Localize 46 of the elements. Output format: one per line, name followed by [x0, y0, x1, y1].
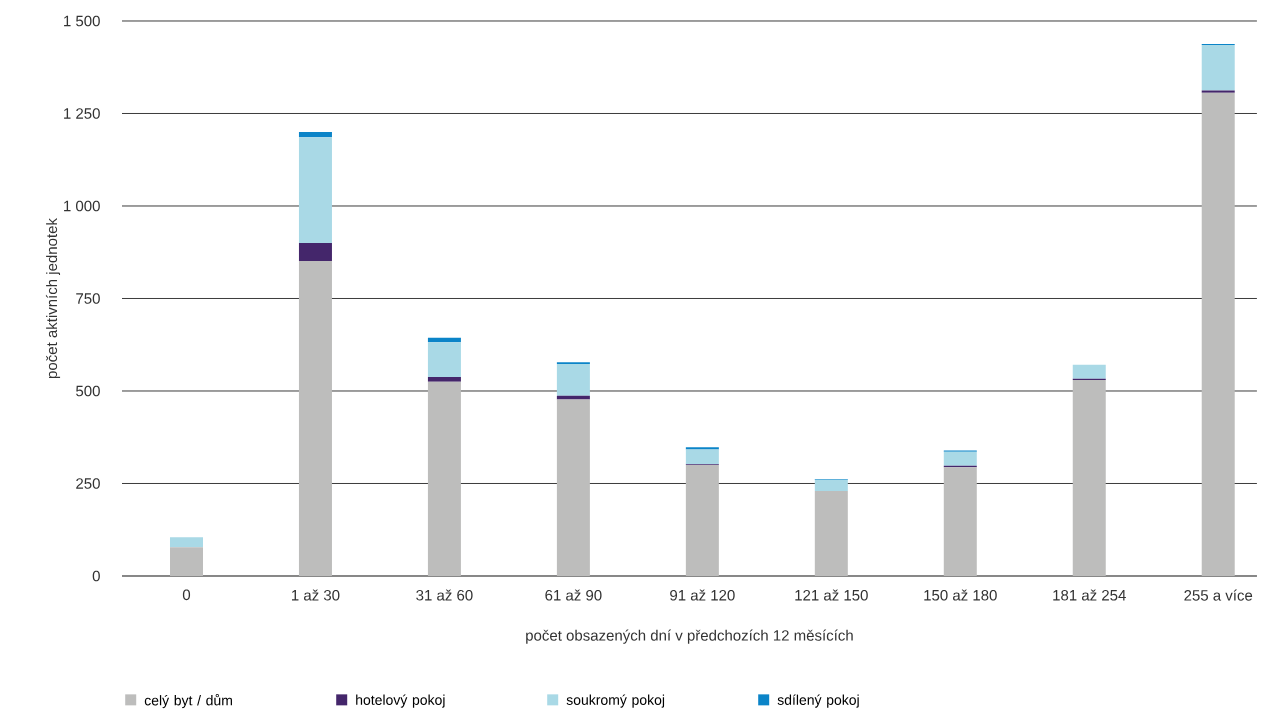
bar	[814, 479, 848, 491]
bar	[814, 490, 848, 576]
bar	[427, 337, 461, 343]
bar	[427, 381, 461, 576]
bar	[1201, 90, 1235, 93]
x-tick-label: 181 až 254	[1053, 589, 1126, 601]
bar	[298, 131, 332, 138]
bar	[427, 342, 461, 377]
bar	[169, 547, 203, 576]
y-tick-label: 500	[76, 385, 100, 397]
bar	[1072, 379, 1106, 576]
bar	[1201, 45, 1235, 91]
bar	[556, 363, 590, 396]
bar	[685, 464, 719, 576]
x-tick-label: 1 až 30	[292, 589, 340, 601]
legend-label: sdílený pokoj	[777, 694, 859, 708]
legend-label: hotelový pokoj	[356, 694, 445, 708]
x-tick-label: 0	[182, 589, 191, 601]
bar	[298, 242, 332, 262]
y-tick-label: 1 250	[64, 108, 100, 119]
y-axis-title: počet aktivních jednotek	[45, 218, 61, 378]
bar	[685, 449, 719, 465]
bar	[1201, 92, 1235, 576]
x-tick-label: 121 až 150	[795, 589, 868, 601]
bar	[427, 376, 461, 382]
bar	[169, 537, 203, 548]
y-tick-label: 750	[76, 293, 100, 304]
y-tick-label: 1 500	[64, 15, 100, 27]
x-tick-label: 150 až 180	[924, 589, 997, 601]
x-tick-label: 31 až 60	[416, 589, 473, 601]
x-tick-label: 91 až 120	[670, 589, 735, 601]
bar	[943, 467, 977, 576]
x-tick-label: 61 až 90	[545, 589, 602, 601]
bar	[943, 451, 977, 466]
bar	[556, 399, 590, 576]
bar	[1072, 364, 1106, 379]
bar	[298, 261, 332, 576]
bar	[298, 137, 332, 243]
legend-label: celý byt / dům	[144, 693, 232, 709]
x-axis-title: počet obsazených dní v předchozích 12 měsících	[526, 629, 853, 644]
y-tick-label: 0	[92, 570, 100, 582]
bar	[685, 447, 719, 450]
x-tick-label: 255 a více	[1184, 589, 1253, 601]
y-tick-label: 1 000	[64, 200, 100, 212]
legend-label: soukromý pokoj	[566, 694, 665, 708]
y-tick-label: 250	[76, 478, 100, 489]
